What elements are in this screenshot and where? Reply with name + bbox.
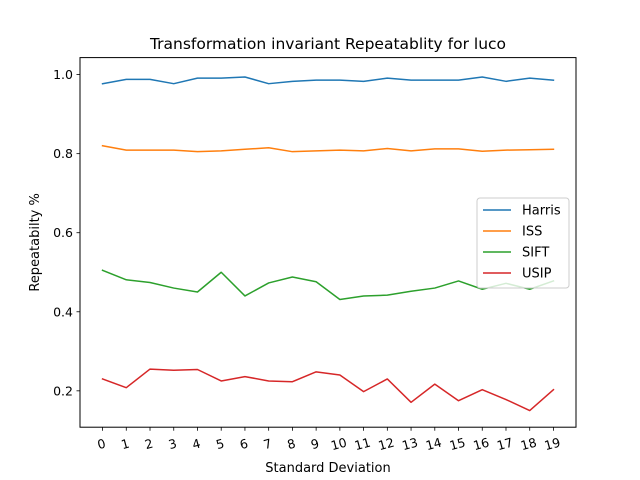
y-tick-label: 0.6: [53, 225, 73, 240]
x-tick-label: 2: [143, 436, 155, 453]
x-tick-label: 16: [471, 435, 490, 454]
x-tick-label: 19: [543, 435, 562, 454]
x-axis: 0 1 2 3 4 5 6 7 8 9 10 11 12 13 14 15 16 17 18 19: [96, 427, 562, 453]
x-tick-label: 7: [262, 436, 274, 453]
x-tick-label: 4: [191, 436, 203, 453]
x-tick-label: 1: [119, 436, 131, 453]
x-tick-label: 14: [424, 435, 443, 454]
x-tick-label: 17: [495, 435, 514, 454]
series-line-usip: [101, 368, 555, 412]
y-axis-label: Repeatabilty %: [28, 193, 43, 291]
x-tick-label: 6: [238, 436, 250, 453]
x-tick-label: 3: [167, 436, 179, 453]
series-line-iss: [101, 144, 555, 153]
legend-box: [476, 197, 570, 289]
legend-label-usip: USIP: [522, 267, 552, 282]
x-tick-label: 8: [285, 436, 297, 453]
legend-label-sift: SIFT: [522, 246, 549, 261]
plot-frame: [79, 57, 577, 428]
x-tick-label: 18: [519, 435, 538, 454]
x-tick-label: 13: [400, 435, 419, 454]
y-tick-label: 0.2: [53, 383, 73, 398]
x-tick-label: 15: [448, 435, 467, 454]
x-tick-label: 12: [377, 435, 396, 454]
x-tick-label: 0: [96, 436, 108, 453]
legend-label-iss: ISS: [522, 225, 542, 240]
legend-label-harris: Harris: [522, 204, 561, 219]
x-tick-label: 9: [309, 436, 321, 453]
series-line-harris: [101, 76, 555, 85]
chart-title: Transformation invariant Repeatablity fo…: [149, 35, 506, 53]
x-axis-label: Standard Deviation: [265, 461, 390, 476]
y-tick-label: 0.4: [53, 304, 73, 319]
y-tick-label: 1.0: [53, 67, 73, 82]
legend: Harris ISS SIFT USIP: [476, 197, 570, 289]
y-tick-label: 0.8: [53, 146, 73, 161]
x-tick-label: 11: [353, 435, 372, 454]
x-tick-label: 5: [214, 436, 226, 453]
x-tick-label: 10: [329, 435, 348, 454]
y-axis: 0.2 0.4 0.6 0.8 1.0: [53, 67, 80, 398]
